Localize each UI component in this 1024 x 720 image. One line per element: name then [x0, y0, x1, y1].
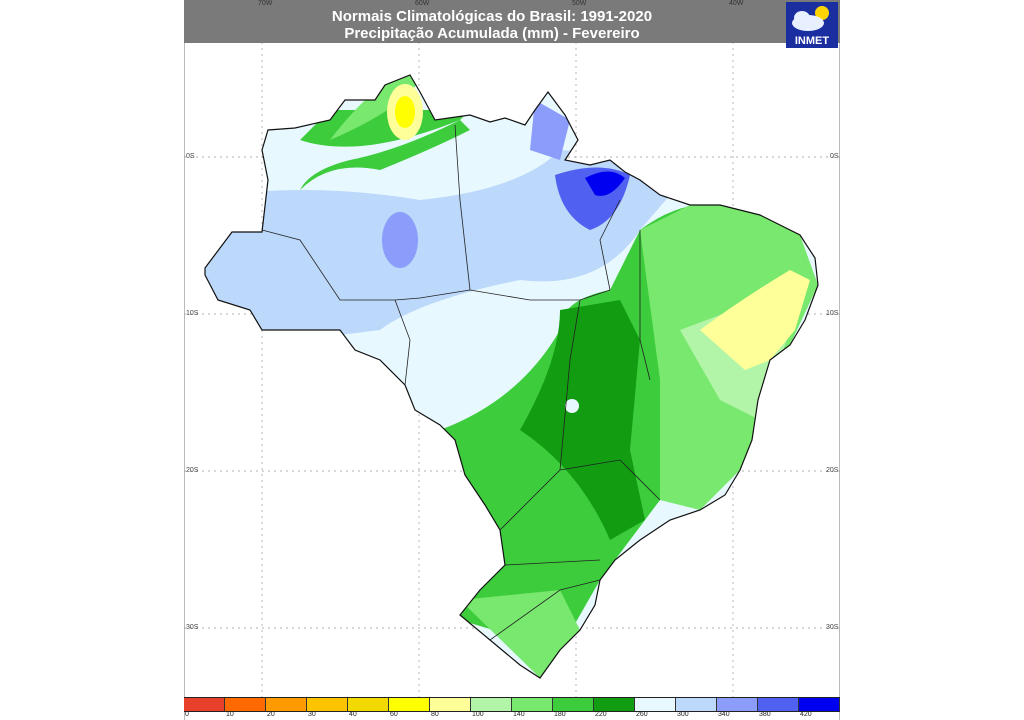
- legend-tick-label: 40: [349, 711, 357, 718]
- lat-label-right: 10S: [826, 310, 839, 317]
- legend-bin: [184, 698, 225, 711]
- legend-tick-label: 80: [431, 711, 439, 718]
- legend-bin: [307, 698, 348, 711]
- legend-bin: [635, 698, 676, 711]
- legend-bin: [266, 698, 307, 711]
- legend-tick-label: 380: [759, 711, 771, 718]
- legend-bin: [676, 698, 717, 711]
- legend-tick-label: 340: [718, 711, 730, 718]
- legend-bin: [799, 698, 840, 711]
- lon-label: 70W: [258, 0, 273, 7]
- inmet-logo: INMET: [786, 2, 838, 48]
- lat-label: 10S: [186, 310, 199, 317]
- legend-bin: [717, 698, 758, 711]
- precipitation-fields: [205, 75, 818, 678]
- lon-label: 60W: [415, 0, 430, 7]
- legend-tick-label: 180: [554, 711, 566, 718]
- legend-bin: [594, 698, 635, 711]
- lat-label: 20S: [186, 467, 199, 474]
- lat-label: 30S: [186, 624, 199, 631]
- legend-tick-label: 260: [636, 711, 648, 718]
- legend-tick-label: 20: [267, 711, 275, 718]
- legend-bin: [512, 698, 553, 711]
- cloud-sun-icon: [792, 6, 829, 31]
- lon-label: 40W: [729, 0, 744, 7]
- legend-tick-label: 10: [226, 711, 234, 718]
- legend-bin: [389, 698, 430, 711]
- lat-label-right: 0S: [830, 153, 839, 160]
- legend-bin: [758, 698, 799, 711]
- state-borders: [261, 124, 661, 641]
- legend-bin: [471, 698, 512, 711]
- map-subtitle: Precipitação Acumulada (mm) - Fevereiro: [344, 25, 640, 42]
- legend-tick-label: 30: [308, 711, 316, 718]
- legend-tick-label: 60: [390, 711, 398, 718]
- legend-bin: [225, 698, 266, 711]
- legend-bin: [553, 698, 594, 711]
- legend-tick-label: 100: [472, 711, 484, 718]
- lon-label: 50W: [572, 0, 587, 7]
- map-frame: [184, 0, 840, 720]
- legend-tick-label: 300: [677, 711, 689, 718]
- color-legend: [184, 697, 840, 712]
- map-title: Normais Climatológicas do Brasil: 1991-2…: [331, 8, 653, 25]
- legend-tick-label: 420: [800, 711, 812, 718]
- legend-tick-label: 0: [185, 711, 189, 718]
- legend-bin: [348, 698, 389, 711]
- legend-bin: [430, 698, 471, 711]
- lat-label: 0S: [186, 153, 195, 160]
- lat-label-right: 20S: [826, 467, 839, 474]
- header-bar: Normais Climatológicas do Brasil: 1991-2…: [184, 0, 840, 43]
- legend-tick-label: 220: [595, 711, 607, 718]
- lat-label-right: 30S: [826, 624, 839, 631]
- legend-tick-label: 140: [513, 711, 525, 718]
